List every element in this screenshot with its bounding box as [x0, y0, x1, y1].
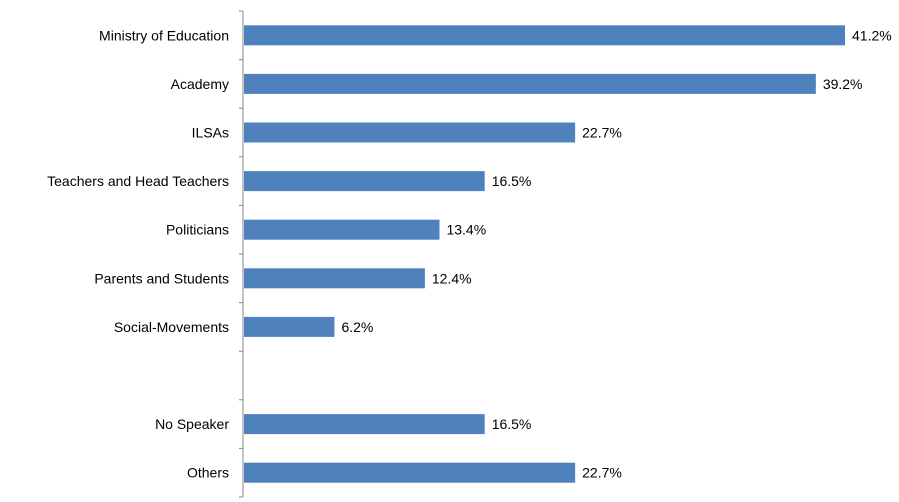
category-label: Parents and Students — [94, 270, 229, 286]
category-label: Teachers and Head Teachers — [47, 173, 229, 189]
category-label: Social-Movements — [114, 319, 229, 335]
category-label: Others — [187, 465, 229, 481]
category-label: Politicians — [166, 222, 229, 238]
data-label: 16.5% — [492, 173, 532, 189]
category-axis — [239, 10, 244, 498]
data-label: 6.2% — [341, 319, 373, 335]
data-label: 22.7% — [582, 465, 622, 481]
data-label: 41.2% — [852, 27, 892, 43]
bar — [244, 171, 485, 192]
category-label: Ministry of Education — [99, 27, 229, 43]
bar — [244, 219, 440, 240]
data-label: 12.4% — [432, 270, 472, 286]
data-label: 22.7% — [582, 125, 622, 141]
bar — [244, 268, 425, 289]
labels-group: Ministry of Education 41.2% Academy 39.2% IL… — [47, 27, 892, 480]
data-label: 16.5% — [492, 416, 532, 432]
category-label: ILSAs — [192, 125, 229, 141]
bar — [244, 414, 485, 435]
data-label: 39.2% — [823, 76, 863, 92]
category-label: No Speaker — [155, 416, 229, 432]
data-label: 13.4% — [446, 222, 486, 238]
bar — [244, 122, 576, 143]
category-label: Academy — [171, 76, 229, 92]
bar — [244, 25, 845, 46]
bar — [244, 73, 816, 94]
bar — [244, 462, 576, 483]
bars-group — [244, 25, 845, 483]
bar — [244, 316, 335, 337]
